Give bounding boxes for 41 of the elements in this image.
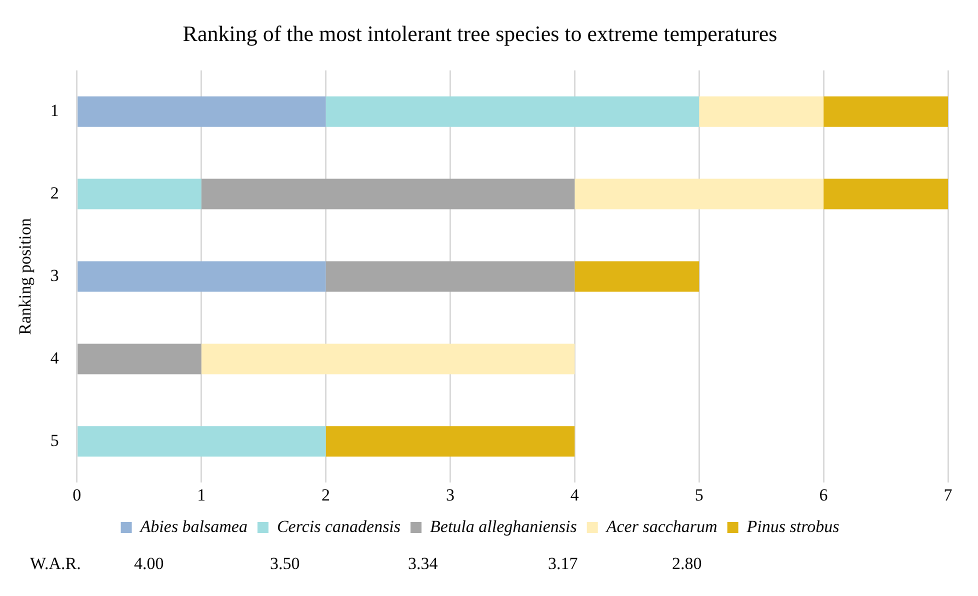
legend-label: Cercis canadensis — [276, 516, 401, 536]
x-tick-label: 2 — [322, 485, 330, 504]
y-tick-label: 1 — [50, 101, 59, 120]
text: 4.00 — [134, 554, 164, 574]
y-axis-title: Ranking position — [16, 218, 35, 335]
legend-label: Abies balsamea — [139, 516, 248, 536]
y-tick-label: 2 — [50, 184, 59, 203]
chart-title: Ranking of the most intolerant tree species to extreme temperatures — [182, 20, 778, 46]
text: 2.80 — [672, 554, 702, 574]
bar — [699, 96, 824, 127]
bar — [824, 178, 948, 210]
y-tick-label: 5 — [50, 430, 59, 450]
legend-label: Pinus strobus — [746, 516, 840, 536]
bar — [201, 344, 575, 374]
x-tick-label: 6 — [819, 485, 828, 504]
bar — [574, 178, 824, 210]
bar — [824, 96, 948, 127]
legend-label: Acer saccharum — [605, 516, 718, 536]
x-tick-label: 1 — [197, 485, 206, 504]
bar — [78, 426, 326, 457]
text: 3.50 — [270, 554, 300, 574]
bar — [78, 178, 202, 210]
text: W.A.R. — [30, 554, 81, 574]
x-tick-label: 7 — [944, 485, 953, 504]
bar — [78, 96, 326, 127]
bar — [326, 426, 575, 457]
text: 3.34 — [408, 554, 438, 574]
legend-label: Betula alleghaniensis — [430, 516, 578, 536]
bar — [326, 96, 700, 127]
x-tick-label: 0 — [72, 485, 82, 504]
text: 3.17 — [548, 554, 578, 574]
bar — [78, 344, 202, 374]
bar — [201, 178, 575, 210]
x-tick-label: 3 — [446, 485, 454, 504]
y-tick-label: 3 — [50, 266, 59, 285]
bar — [78, 261, 326, 292]
y-tick-label: 4 — [50, 348, 60, 368]
bar — [326, 261, 575, 292]
x-tick-label: 4 — [570, 485, 580, 504]
bar — [574, 261, 700, 292]
x-tick-label: 5 — [694, 485, 704, 504]
